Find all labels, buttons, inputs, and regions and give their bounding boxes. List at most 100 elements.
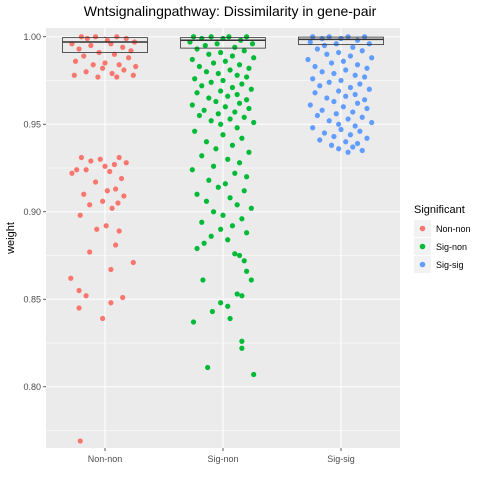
data-point [251, 119, 257, 126]
data-point [215, 111, 221, 117]
data-point [116, 62, 122, 68]
data-point [249, 41, 256, 47]
chart-title: Wntsignalingpathway: Dissimilarity in ge… [84, 3, 377, 19]
data-point [88, 158, 94, 164]
data-point [92, 34, 99, 40]
data-point [336, 121, 342, 127]
data-point [100, 315, 106, 322]
data-point [87, 202, 93, 208]
data-point [205, 364, 211, 371]
data-point [104, 188, 110, 194]
x-tick-label: Sig-non [207, 454, 238, 464]
data-point [312, 63, 318, 70]
legend-title: Significant [414, 204, 465, 216]
data-point [95, 74, 101, 80]
data-point [121, 67, 127, 73]
data-point [350, 44, 356, 50]
y-tick-label: 0.80 [23, 382, 41, 392]
data-point [307, 39, 313, 45]
data-point [239, 293, 245, 299]
data-point [192, 128, 198, 134]
data-point [336, 146, 342, 152]
data-point [369, 55, 375, 61]
data-point [92, 179, 99, 185]
data-point [366, 86, 372, 92]
data-point [116, 154, 122, 161]
data-point [227, 67, 233, 73]
data-point [354, 62, 361, 68]
box-rect [62, 37, 148, 53]
data-point [359, 48, 365, 54]
data-point [225, 303, 231, 309]
data-point [215, 184, 221, 190]
data-point [220, 132, 226, 138]
data-point [338, 35, 344, 42]
data-point [76, 305, 82, 311]
data-point [206, 177, 212, 183]
data-point [305, 56, 311, 63]
data-point [199, 153, 205, 159]
data-point [203, 198, 210, 204]
data-point [244, 34, 250, 40]
data-point [102, 60, 108, 66]
y-tick-label: 0.90 [23, 207, 41, 217]
data-point [74, 167, 80, 173]
data-point [102, 163, 108, 169]
data-point [227, 116, 233, 122]
data-point [362, 97, 368, 103]
box-rect [298, 36, 384, 46]
data-point [336, 49, 342, 56]
data-point [108, 266, 114, 273]
data-point [69, 170, 75, 176]
x-tick-label: Sig-sig [327, 454, 355, 464]
data-point [81, 191, 87, 197]
data-point [222, 58, 228, 64]
data-point [251, 371, 257, 378]
data-point [236, 160, 243, 166]
data-point [90, 62, 96, 68]
data-point [312, 90, 318, 96]
data-point [206, 95, 212, 101]
data-point [77, 212, 83, 218]
data-point [352, 91, 358, 98]
boxplots [62, 36, 384, 53]
data-point [210, 163, 217, 169]
data-point [225, 156, 231, 162]
data-point [324, 95, 330, 101]
data-point [194, 245, 200, 252]
x-tick-label: Non-non [88, 454, 123, 464]
data-point [123, 35, 129, 42]
data-point [241, 258, 247, 264]
data-point [229, 53, 236, 59]
data-point [113, 186, 119, 192]
legend: Significant Non-non Sig-non Sig-sig [414, 204, 471, 273]
data-point [189, 102, 195, 108]
data-point [218, 49, 224, 56]
data-point [229, 142, 236, 148]
data-point [333, 111, 339, 117]
data-point [189, 167, 195, 173]
data-point [87, 249, 93, 255]
data-point [244, 230, 250, 236]
data-point [333, 41, 339, 47]
data-point [241, 48, 247, 54]
data-points [68, 34, 375, 444]
data-point [225, 237, 231, 243]
data-point [336, 88, 342, 94]
data-point [209, 308, 215, 315]
data-point [359, 147, 365, 154]
data-point [203, 69, 210, 75]
data-point [109, 205, 115, 211]
data-point [225, 93, 231, 99]
data-point [310, 76, 316, 82]
legend-key [419, 243, 426, 250]
y-tick-label: 0.85 [23, 294, 41, 304]
data-point [199, 219, 205, 225]
data-point [345, 116, 351, 122]
data-point [343, 67, 349, 73]
data-point [239, 81, 245, 87]
data-point [244, 74, 250, 80]
data-point [248, 277, 254, 283]
data-point [227, 195, 233, 201]
